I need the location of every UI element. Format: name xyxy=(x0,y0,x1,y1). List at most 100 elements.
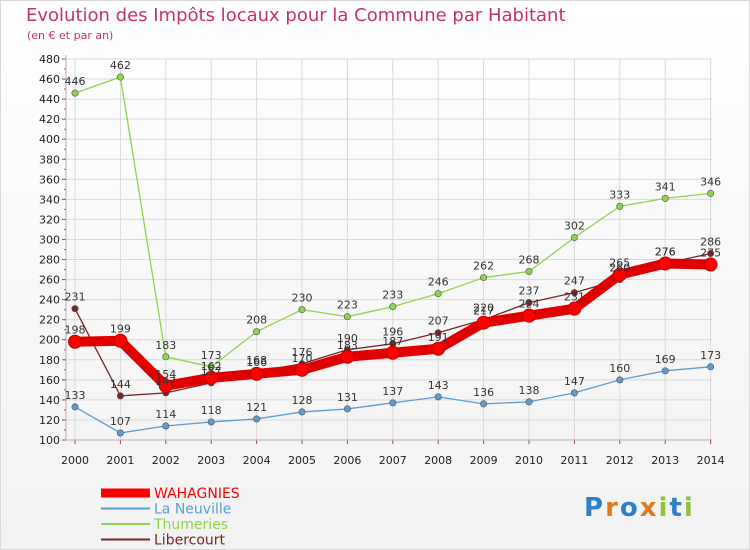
data-label: 207 xyxy=(428,315,449,328)
data-point xyxy=(343,313,351,321)
data-label: 191 xyxy=(428,331,449,344)
data-point xyxy=(658,256,673,271)
data-label: 173 xyxy=(201,349,222,362)
data-point xyxy=(253,415,261,423)
y-tick-label: 360 xyxy=(39,173,60,186)
data-label: 262 xyxy=(473,260,494,273)
legend-label: Thumeries xyxy=(153,517,228,533)
y-tick-label: 280 xyxy=(39,254,60,267)
data-point xyxy=(522,308,536,323)
y-tick-label: 120 xyxy=(39,414,60,427)
data-label: 462 xyxy=(110,59,131,72)
data-label: 118 xyxy=(201,404,222,417)
data-label: 223 xyxy=(337,299,358,312)
data-label: 190 xyxy=(337,332,358,345)
data-point xyxy=(116,429,124,437)
legend-label: La Neuville xyxy=(154,502,231,518)
series-thumeries xyxy=(71,73,715,371)
data-point xyxy=(431,341,446,356)
data-point xyxy=(616,202,624,210)
data-label: 237 xyxy=(519,285,540,298)
data-label: 160 xyxy=(609,362,630,375)
data-label: 162 xyxy=(201,360,222,373)
x-tick-label: 2012 xyxy=(606,454,634,467)
data-point xyxy=(525,299,533,307)
data-point xyxy=(567,301,582,316)
x-tick-label: 2005 xyxy=(288,454,316,467)
y-tick-label: 240 xyxy=(39,294,60,307)
data-point xyxy=(525,398,533,406)
data-label: 144 xyxy=(110,378,131,391)
data-point xyxy=(207,418,215,426)
series-wahagnies xyxy=(68,256,718,393)
data-point xyxy=(707,363,715,371)
data-point xyxy=(480,400,488,408)
data-point xyxy=(612,267,627,282)
data-label: 147 xyxy=(155,375,176,388)
data-point xyxy=(525,268,533,276)
data-point xyxy=(298,306,306,314)
data-label: 276 xyxy=(655,246,676,259)
data-point xyxy=(434,393,442,401)
data-label: 231 xyxy=(564,291,585,304)
data-label: 176 xyxy=(292,346,313,359)
series-la-neuville xyxy=(71,363,715,437)
data-point xyxy=(703,257,718,272)
legend-label: Libercourt xyxy=(154,533,226,549)
data-label: 276 xyxy=(655,246,676,259)
data-label: 346 xyxy=(700,175,721,188)
data-point xyxy=(389,303,397,311)
logo-text: Proxiti xyxy=(584,493,695,523)
x-tick-label: 2003 xyxy=(197,454,225,467)
x-tick-label: 2011 xyxy=(560,454,588,467)
data-label: 173 xyxy=(700,349,721,362)
x-tick-label: 2013 xyxy=(651,454,679,467)
data-label: 187 xyxy=(382,335,403,348)
data-label: 137 xyxy=(382,385,403,398)
x-tick-label: 2010 xyxy=(515,454,543,467)
data-point xyxy=(661,367,669,375)
data-point xyxy=(298,408,306,416)
data-label: 183 xyxy=(337,339,358,352)
data-label: 446 xyxy=(65,75,86,88)
data-label: 220 xyxy=(473,302,494,315)
data-point xyxy=(71,403,79,411)
data-label: 170 xyxy=(292,352,313,365)
y-tick-label: 140 xyxy=(39,394,60,407)
axes xyxy=(62,55,712,444)
data-label: 247 xyxy=(564,275,585,288)
data-point xyxy=(707,189,715,197)
data-point xyxy=(434,290,442,298)
y-tick-label: 260 xyxy=(39,274,60,287)
data-point xyxy=(385,345,400,360)
data-point xyxy=(434,329,442,337)
data-point xyxy=(249,366,264,381)
x-tick-label: 2004 xyxy=(243,454,271,467)
data-label: 138 xyxy=(519,384,540,397)
data-label: 128 xyxy=(292,394,313,407)
y-tick-label: 100 xyxy=(39,434,60,447)
data-point xyxy=(616,376,624,384)
y-tick-label: 440 xyxy=(39,93,60,106)
data-label: 169 xyxy=(655,353,676,366)
data-label: 143 xyxy=(428,379,449,392)
data-label: 246 xyxy=(428,276,449,289)
x-tick-label: 2006 xyxy=(333,454,361,467)
data-label: 121 xyxy=(246,401,267,414)
x-tick-label: 2000 xyxy=(61,454,89,467)
data-point xyxy=(68,334,82,349)
data-label: 230 xyxy=(292,292,313,305)
data-point xyxy=(570,289,578,297)
data-point xyxy=(71,89,79,97)
data-point xyxy=(476,315,491,330)
data-label: 166 xyxy=(246,356,267,369)
data-point xyxy=(295,362,309,377)
data-point xyxy=(113,333,128,348)
data-label: 157 xyxy=(201,365,222,378)
data-point xyxy=(116,392,124,400)
data-point xyxy=(204,370,219,385)
y-tick-label: 300 xyxy=(39,233,60,246)
data-label: 199 xyxy=(110,323,131,336)
y-tick-label: 180 xyxy=(39,354,60,367)
